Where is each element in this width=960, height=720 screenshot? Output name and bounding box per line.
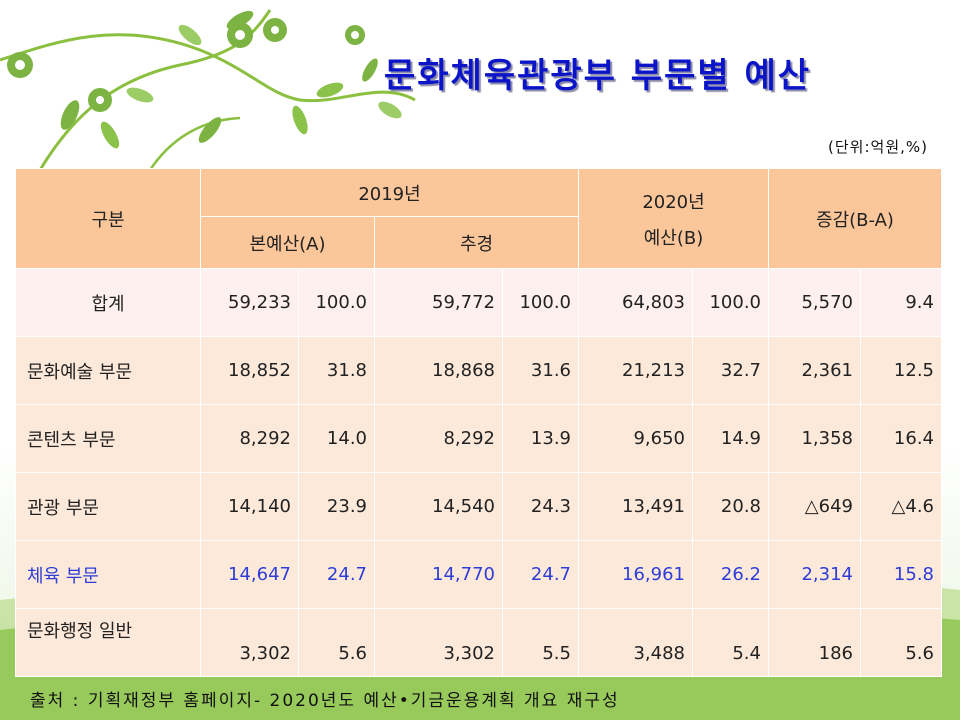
header-2020: 2020년 예산(B) — [578, 168, 769, 269]
cell-change-amount: 5,570 — [768, 268, 861, 337]
cell-2019-main-amount: 18,852 — [200, 336, 299, 405]
cell-change-amount: 186 — [768, 608, 861, 677]
cell-2019-main-share: 5.6 — [298, 608, 375, 677]
cell-2020-amount: 64,803 — [578, 268, 693, 337]
cell-change-rate: △4.6 — [860, 472, 942, 541]
cell-2019-main-amount: 3,302 — [200, 608, 299, 677]
cell-2019-main-amount: 8,292 — [200, 404, 299, 473]
header-2019: 2019년 — [200, 168, 579, 217]
cell-2020-amount: 9,650 — [578, 404, 693, 473]
header-2019-main-budget: 본예산(A) — [200, 216, 375, 269]
cell-2020-share: 20.8 — [692, 472, 769, 541]
row-label: 콘텐츠 부문 — [15, 404, 201, 473]
cell-change-rate: 5.6 — [860, 608, 942, 677]
cell-2019-supp-share: 13.9 — [502, 404, 579, 473]
cell-change-amount: 2,361 — [768, 336, 861, 405]
cell-2019-supp-amount: 3,302 — [374, 608, 503, 677]
cell-2019-supp-share: 100.0 — [502, 268, 579, 337]
header-change: 증감(B-A) — [768, 168, 942, 269]
row-label: 관광 부문 — [15, 472, 201, 541]
cell-2019-supp-amount: 8,292 — [374, 404, 503, 473]
cell-change-amount: △649 — [768, 472, 861, 541]
cell-change-rate: 15.8 — [860, 540, 942, 609]
cell-2019-main-share: 14.0 — [298, 404, 375, 473]
slide-title: 문화체육관광부 부문별 예산 — [384, 56, 812, 96]
cell-2019-supp-share: 24.7 — [502, 540, 579, 609]
header-2020-year: 2020년 — [642, 191, 705, 213]
source-note: 출처 : 기획재정부 홈페이지- 2020년도 예산•기금운용계획 개요 재구성 — [30, 691, 620, 711]
cell-change-rate: 12.5 — [860, 336, 942, 405]
vine-decoration — [0, 9, 416, 170]
table-row-sports: 체육 부문 14,647 24.7 14,770 24.7 16,961 26.… — [15, 540, 942, 609]
cell-2020-share: 100.0 — [692, 268, 769, 337]
row-label: 체육 부문 — [15, 540, 201, 609]
cell-2020-amount: 13,491 — [578, 472, 693, 541]
cell-2019-main-amount: 14,647 — [200, 540, 299, 609]
cell-2019-main-share: 24.7 — [298, 540, 375, 609]
row-label: 문화예술 부문 — [15, 336, 201, 405]
cell-2019-main-share: 23.9 — [298, 472, 375, 541]
cell-2019-supp-share: 31.6 — [502, 336, 579, 405]
cell-2020-amount: 16,961 — [578, 540, 693, 609]
budget-table: 구분 2019년 2020년 예산(B) 증감(B-A) 본예산(A) 추경 합… — [15, 168, 942, 677]
cell-change-amount: 2,314 — [768, 540, 861, 609]
cell-2019-main-amount: 14,140 — [200, 472, 299, 541]
row-label: 합계 — [15, 268, 201, 337]
cell-2019-supp-amount: 18,868 — [374, 336, 503, 405]
cell-2020-amount: 21,213 — [578, 336, 693, 405]
row-label: 문화행정 일반 — [15, 608, 201, 677]
cell-2020-share: 26.2 — [692, 540, 769, 609]
cell-2020-share: 5.4 — [692, 608, 769, 677]
cell-change-rate: 9.4 — [860, 268, 942, 337]
cell-2020-share: 14.9 — [692, 404, 769, 473]
cell-2019-supp-amount: 14,770 — [374, 540, 503, 609]
cell-2019-main-amount: 59,233 — [200, 268, 299, 337]
cell-change-amount: 1,358 — [768, 404, 861, 473]
table-row-admin: 문화행정 일반 3,302 5.6 3,302 5.5 3,488 5.4 18… — [15, 608, 942, 677]
header-category: 구분 — [15, 168, 201, 269]
cell-2019-supp-share: 5.5 — [502, 608, 579, 677]
unit-note: (단위:억원,%) — [828, 138, 928, 156]
table-row-tourism: 관광 부문 14,140 23.9 14,540 24.3 13,491 20.… — [15, 472, 942, 541]
table-row-culture-arts: 문화예술 부문 18,852 31.8 18,868 31.6 21,213 3… — [15, 336, 942, 405]
cell-2019-main-share: 31.8 — [298, 336, 375, 405]
cell-2019-supp-share: 24.3 — [502, 472, 579, 541]
cell-2019-supp-amount: 14,540 — [374, 472, 503, 541]
cell-2019-supp-amount: 59,772 — [374, 268, 503, 337]
header-2019-supplementary: 추경 — [374, 216, 579, 269]
header-2020-budget: 예산(B) — [643, 227, 704, 249]
table-row-contents: 콘텐츠 부문 8,292 14.0 8,292 13.9 9,650 14.9 … — [15, 404, 942, 473]
cell-2020-share: 32.7 — [692, 336, 769, 405]
cell-change-rate: 16.4 — [860, 404, 942, 473]
table-row-total: 합계 59,233 100.0 59,772 100.0 64,803 100.… — [15, 268, 942, 337]
cell-2019-main-share: 100.0 — [298, 268, 375, 337]
cell-2020-amount: 3,488 — [578, 608, 693, 677]
